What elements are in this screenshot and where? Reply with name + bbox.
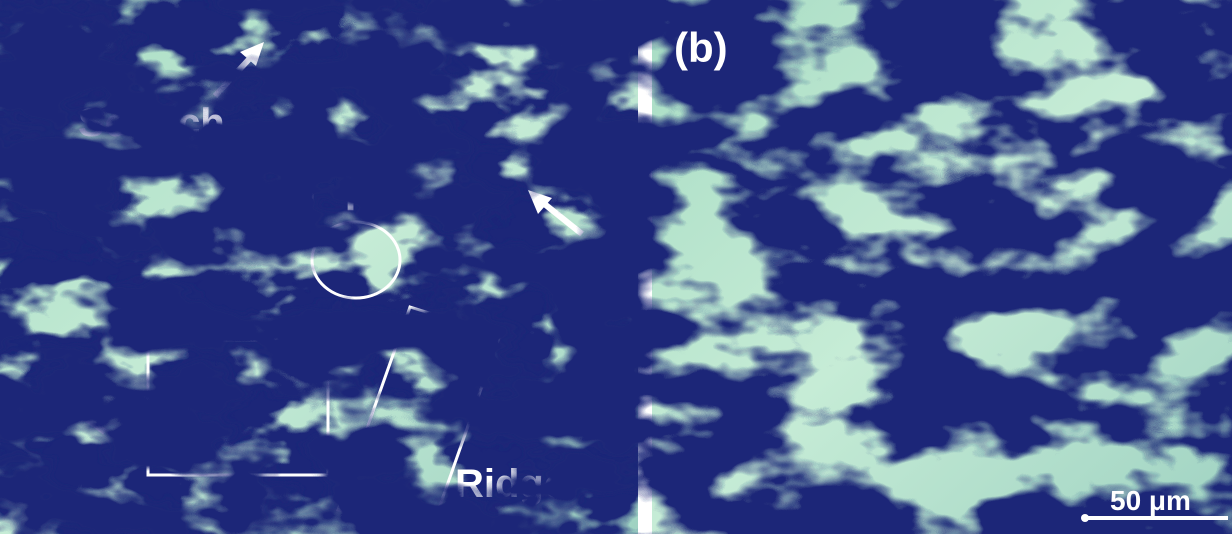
panel-a: (a) Scratch Pit Ridge <box>0 0 638 534</box>
texture-a <box>0 0 638 534</box>
texture-b <box>652 0 1232 534</box>
scale-bar-end <box>1081 514 1089 522</box>
scale-label: 50 μm <box>1110 485 1191 516</box>
separator <box>638 0 652 534</box>
annotation: Ridge <box>455 462 566 506</box>
panel-label: (b) <box>674 24 728 71</box>
panel-label: (a) <box>24 24 75 71</box>
annotation: Pit <box>345 175 396 219</box>
annotation: Scratch <box>78 101 225 145</box>
page: (a) Scratch Pit Ridge (b) 50 μm (() => {… <box>0 0 1232 534</box>
figure: (a) Scratch Pit Ridge (b) 50 μm <box>0 0 1232 534</box>
panel-b: (b) 50 μm <box>652 0 1232 534</box>
